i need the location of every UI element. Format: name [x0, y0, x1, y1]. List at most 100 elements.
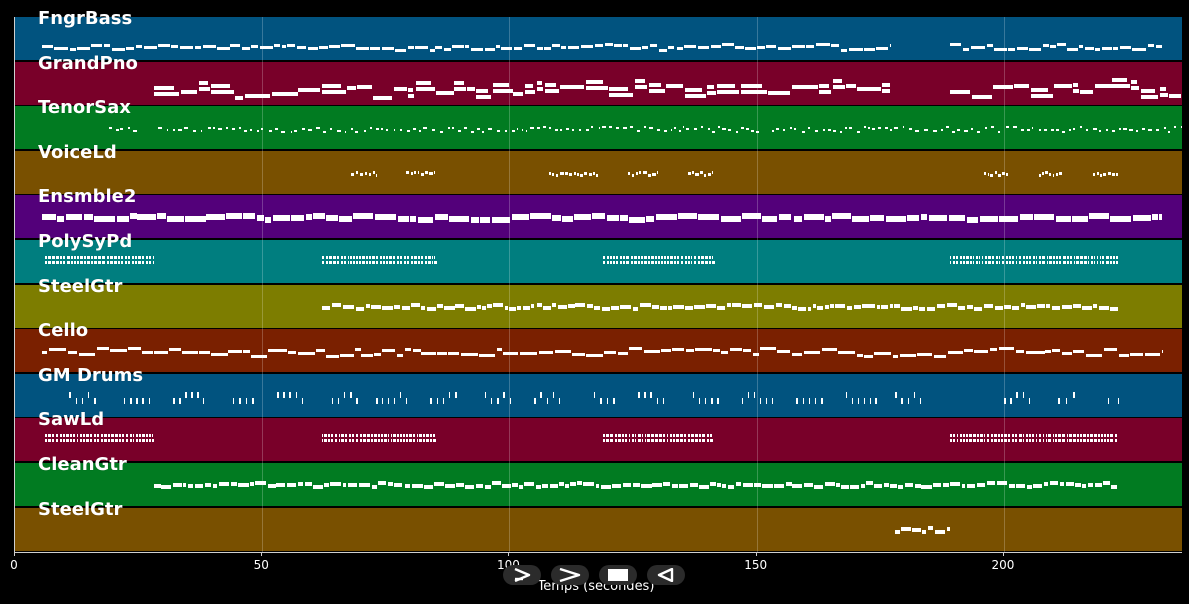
note [717, 397, 719, 404]
note [1090, 439, 1094, 443]
note [1169, 93, 1182, 98]
note [765, 45, 776, 48]
note [381, 47, 394, 50]
note [915, 130, 919, 133]
note [1076, 261, 1079, 264]
note [410, 261, 413, 264]
play-alt-button[interactable] [503, 565, 541, 585]
note [683, 434, 687, 438]
note [1112, 83, 1131, 88]
note [60, 256, 62, 259]
note [132, 434, 135, 438]
note [586, 354, 603, 358]
note [1081, 305, 1093, 310]
note [552, 215, 561, 222]
note [393, 439, 396, 443]
note [798, 306, 806, 311]
note [712, 256, 713, 259]
note [956, 434, 959, 438]
note [822, 129, 825, 132]
note [321, 305, 331, 310]
note [695, 172, 699, 176]
note [580, 173, 584, 177]
note [454, 86, 466, 91]
note [464, 45, 469, 48]
track-gm-drums[interactable]: GM Drums [15, 365, 1182, 417]
note [1083, 434, 1086, 438]
track-cello[interactable]: Cello [15, 320, 1182, 373]
track-tenorsax[interactable]: TenorSax [15, 97, 1182, 150]
note [1044, 482, 1048, 486]
note [359, 261, 362, 264]
note [885, 127, 889, 130]
note [1089, 213, 1110, 220]
note [1087, 439, 1090, 443]
track-voiceld[interactable]: VoiceLd [15, 142, 1182, 194]
note [267, 484, 276, 488]
note [687, 171, 691, 175]
note [728, 129, 731, 132]
note [1011, 261, 1015, 264]
track-ensmble2[interactable]: Ensmble2 [15, 186, 1182, 239]
note [243, 130, 248, 133]
track-label: CleanGtr [38, 454, 127, 475]
note [702, 434, 706, 438]
note [69, 48, 76, 51]
note [1096, 256, 1099, 259]
note [803, 351, 821, 355]
note [1093, 172, 1095, 176]
note [994, 434, 997, 438]
rewind-button[interactable] [647, 565, 685, 585]
note [573, 214, 591, 221]
note [347, 261, 350, 264]
note [206, 214, 225, 221]
note [969, 261, 972, 264]
note [1085, 354, 1103, 358]
note [102, 256, 106, 259]
note [1005, 126, 1009, 129]
track-polysypd[interactable]: PolySyPd [15, 231, 1182, 283]
note [172, 483, 182, 487]
note [840, 49, 848, 52]
note [996, 481, 1008, 485]
note [986, 439, 990, 443]
note [60, 261, 62, 264]
track-sawld[interactable]: SawLd [15, 409, 1182, 462]
note [328, 261, 332, 264]
note [1021, 302, 1025, 307]
note [990, 173, 993, 177]
note [890, 129, 893, 132]
note [565, 484, 569, 488]
note [307, 47, 318, 50]
note [1117, 397, 1120, 404]
track-cleangtr[interactable]: CleanGtr [15, 454, 1182, 506]
note [907, 215, 920, 222]
track-grandpno[interactable]: GrandPno [15, 53, 1182, 105]
note [551, 172, 555, 176]
note [1118, 354, 1130, 358]
note [470, 48, 483, 51]
note [344, 434, 348, 438]
stop-button[interactable] [599, 565, 637, 585]
note [659, 305, 667, 310]
note [865, 481, 874, 485]
forward-button[interactable] [551, 565, 589, 585]
note [952, 131, 955, 134]
track-steelgtr[interactable]: SteelGtr [15, 499, 1182, 551]
note [561, 46, 567, 49]
track-timeline: FngrBass GrandPno TenorSax VoiceLd Ensmble2 P… [14, 8, 1182, 553]
note [883, 483, 889, 487]
note [135, 256, 138, 259]
note [856, 354, 863, 358]
note [416, 80, 432, 85]
track-fngrbass[interactable]: FngrBass [15, 8, 1182, 60]
note [1111, 130, 1115, 133]
note [1028, 48, 1041, 51]
note [1094, 439, 1097, 443]
note [428, 261, 431, 264]
note [998, 256, 1001, 259]
note [434, 170, 436, 174]
track-steelgtr[interactable]: SteelGtr [15, 276, 1182, 328]
note [610, 434, 614, 438]
note [711, 397, 713, 404]
